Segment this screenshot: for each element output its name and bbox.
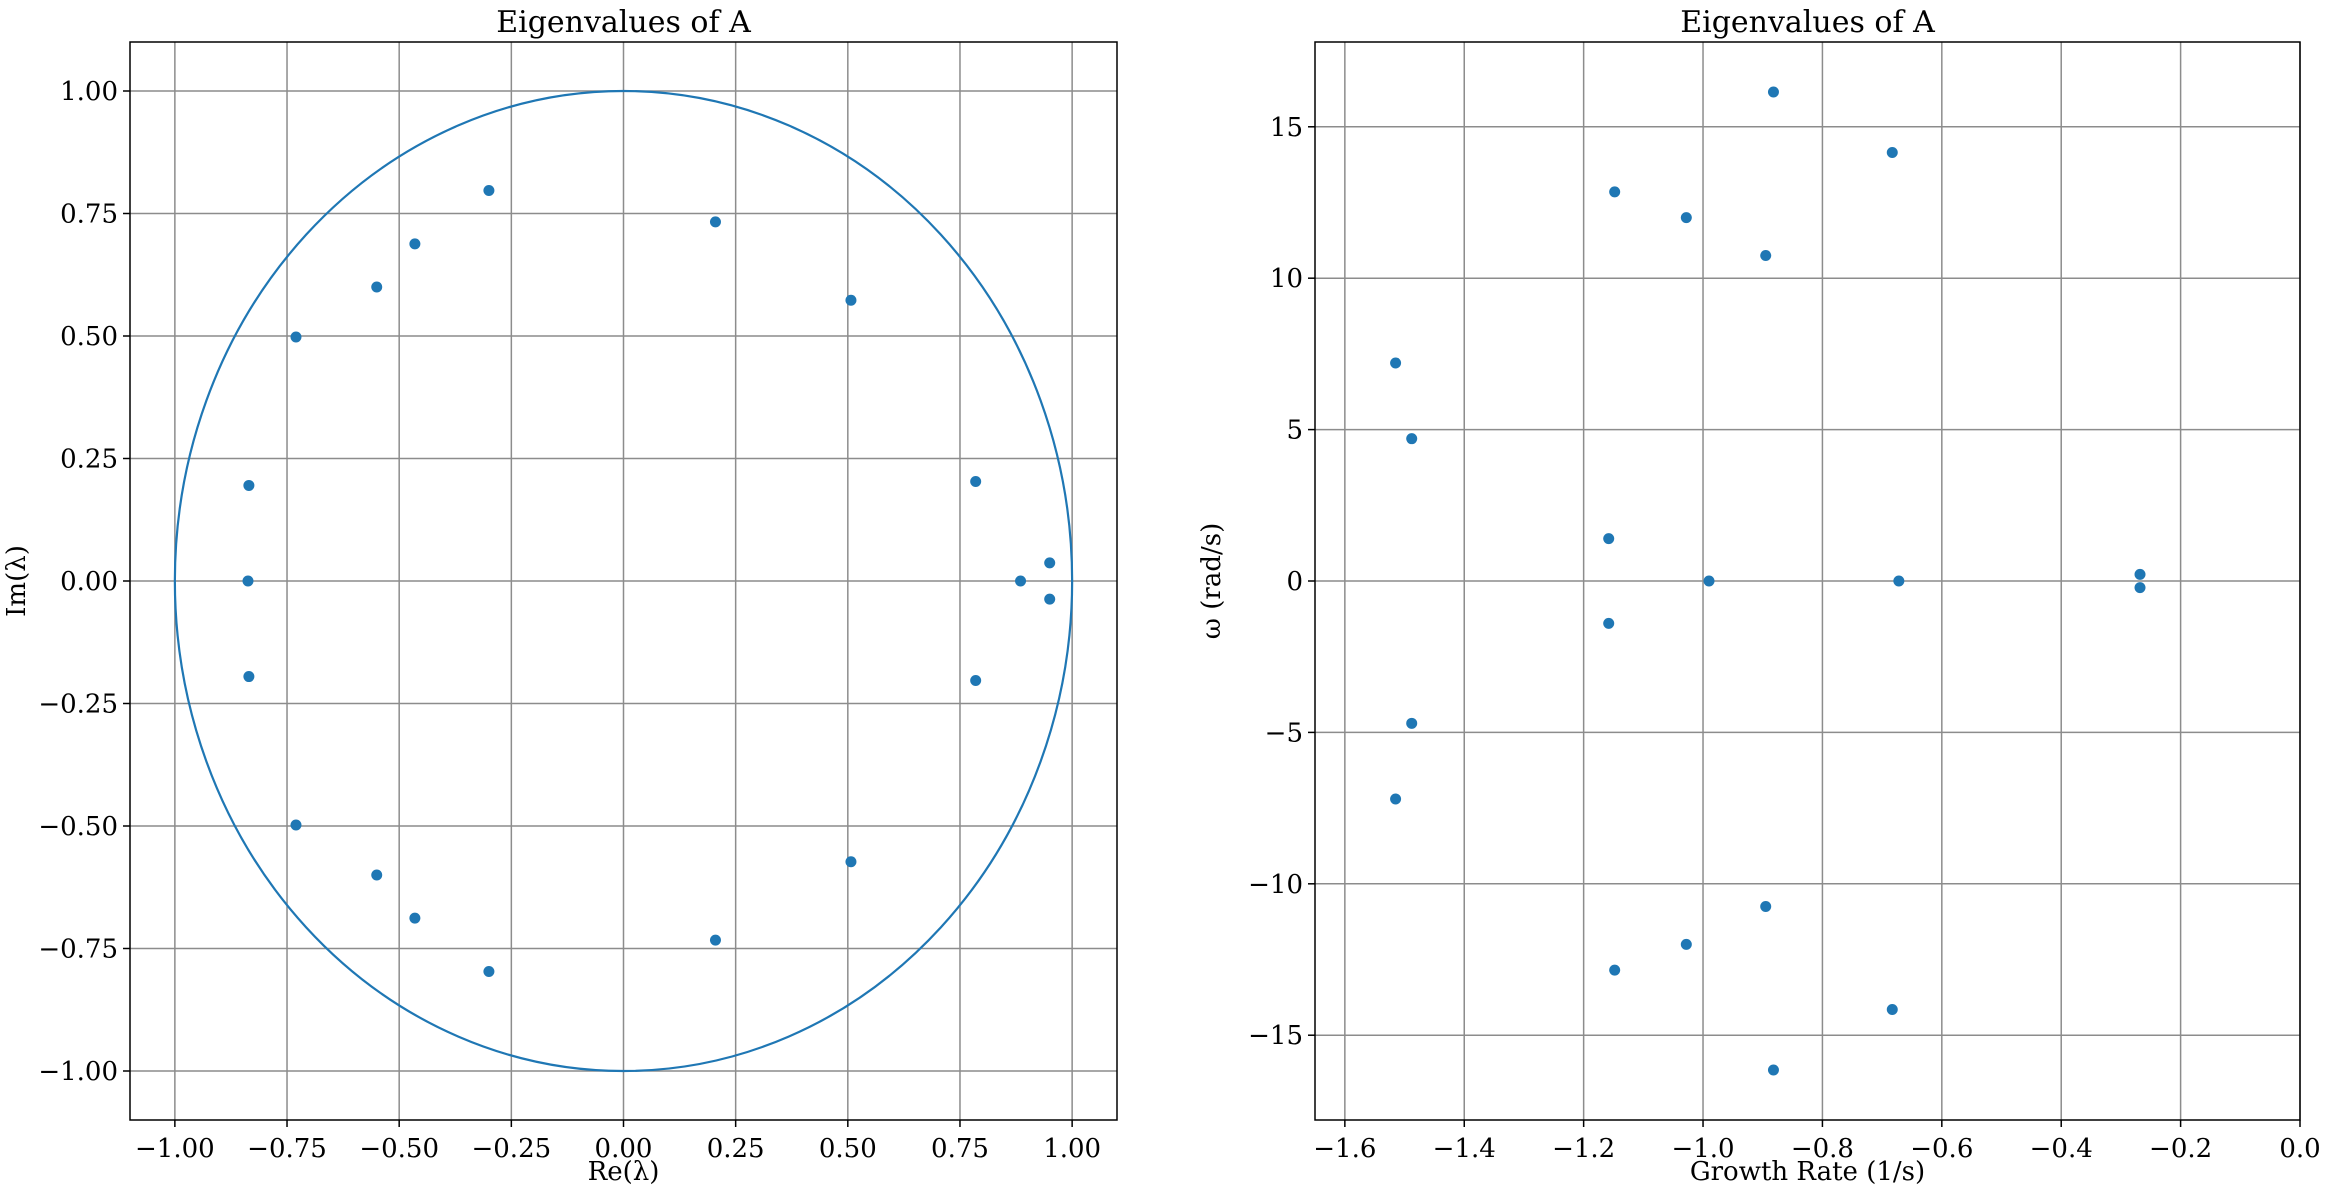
right-data-point	[1886, 147, 1898, 159]
right-data-point	[1603, 533, 1615, 545]
right-data-point	[1406, 433, 1418, 445]
right-data-point	[2134, 568, 2146, 580]
right-y-tick-label: 10	[1270, 264, 1303, 294]
left-data-point	[1044, 593, 1056, 605]
left-y-tick-label: 0.50	[60, 322, 118, 352]
left-x-tick-label: −0.25	[471, 1134, 551, 1164]
left-x-tick-label: 1.00	[1043, 1134, 1101, 1164]
right-x-tick-label: −0.6	[1910, 1134, 1973, 1164]
left-data-point	[845, 294, 857, 306]
right-y-tick-label: −5	[1265, 718, 1303, 748]
right-data-point	[1390, 793, 1402, 805]
left-data-point	[970, 674, 982, 686]
right-data-point	[1680, 212, 1692, 224]
left-y-axis-label: Im(λ)	[2, 545, 32, 617]
left-data-point	[409, 912, 421, 924]
right-data-point	[1767, 86, 1779, 98]
right-y-tick-label: −15	[1248, 1021, 1303, 1051]
right-y-axis-label: ω (rad/s)	[1197, 523, 1227, 639]
left-scatter-plot: −1.00 −0.75 −0.50 −0.25 0.00 0.25 0.50 0.75 1.00…	[2, 5, 1118, 1187]
unit-circle	[173, 89, 1074, 1073]
left-data-point	[709, 934, 721, 946]
left-data-point	[371, 281, 383, 293]
right-x-axis-label: Growth Rate (1/s)	[1690, 1157, 1925, 1187]
left-chart-title: Eigenvalues of A	[496, 5, 751, 40]
left-data-point	[290, 819, 302, 831]
left-data-point	[290, 331, 302, 343]
right-x-tick-label: −1.6	[1313, 1134, 1376, 1164]
left-data-point	[1015, 575, 1027, 587]
right-data-point	[1406, 717, 1418, 729]
left-x-tick-label: 0.00	[595, 1134, 653, 1164]
right-x-tick-label: −0.4	[2030, 1134, 2093, 1164]
right-data-point	[1893, 575, 1905, 587]
right-data-point	[1390, 357, 1402, 369]
left-y-tick-label: 0.25	[60, 445, 118, 475]
left-data-point	[242, 575, 254, 587]
right-y-tick-label: −10	[1248, 870, 1303, 900]
left-data-point	[483, 184, 495, 196]
right-data-point	[1680, 938, 1692, 950]
left-y-tick-label: −1.00	[38, 1057, 118, 1087]
right-x-tick-label: −0.2	[2149, 1134, 2212, 1164]
right-x-tick-label: −1.0	[1671, 1134, 1734, 1164]
left-data-point	[243, 671, 255, 683]
left-data-point	[409, 238, 421, 250]
right-y-tick-label: 0	[1286, 567, 1303, 597]
left-y-tick-label: −0.25	[38, 690, 118, 720]
right-x-tick-label: −0.8	[1791, 1134, 1854, 1164]
right-data-point	[1760, 901, 1772, 913]
left-data-point	[1044, 557, 1056, 569]
left-x-tick-label: 0.75	[931, 1134, 989, 1164]
right-data-point	[1767, 1064, 1779, 1076]
left-x-tick-label: 0.25	[707, 1134, 765, 1164]
right-scatter-plot: −1.6 −1.4 −1.2 −1.0 −0.8 −0.6 −0.4 −0.2 0.0 −15 −1…	[1197, 5, 2321, 1187]
left-data-point	[371, 869, 383, 881]
right-data-point	[2134, 582, 2146, 594]
left-x-tick-label: 0.50	[819, 1134, 877, 1164]
right-data-point	[1609, 964, 1621, 976]
left-y-tick-label: −0.75	[38, 935, 118, 965]
right-data-point	[1703, 575, 1715, 587]
right-data-point	[1886, 1003, 1898, 1015]
right-y-tick-label: 15	[1270, 113, 1303, 143]
left-x-tick-label: −1.00	[135, 1134, 215, 1164]
left-y-tick-label: 1.00	[60, 77, 118, 107]
right-x-tick-label: −1.4	[1433, 1134, 1496, 1164]
left-data-point	[970, 476, 982, 488]
right-chart-title: Eigenvalues of A	[1680, 5, 1935, 40]
right-data-point	[1760, 249, 1772, 261]
left-x-axis-label: Re(λ)	[588, 1157, 660, 1187]
right-x-tick-label: −1.2	[1552, 1134, 1615, 1164]
right-y-tick-label: 5	[1286, 416, 1303, 446]
left-y-tick-label: 0.00	[60, 567, 118, 597]
left-data-point	[845, 856, 857, 868]
left-x-tick-label: −0.75	[247, 1134, 327, 1164]
left-data-point	[709, 216, 721, 228]
right-data-point	[1609, 186, 1621, 198]
left-x-tick-label: −0.50	[359, 1134, 439, 1164]
right-x-tick-label: 0.0	[2279, 1134, 2320, 1164]
left-data-point	[243, 479, 255, 491]
left-data-point	[483, 966, 495, 978]
right-data-point	[1603, 617, 1615, 629]
left-y-tick-label: 0.75	[60, 200, 118, 230]
left-y-tick-label: −0.50	[38, 812, 118, 842]
